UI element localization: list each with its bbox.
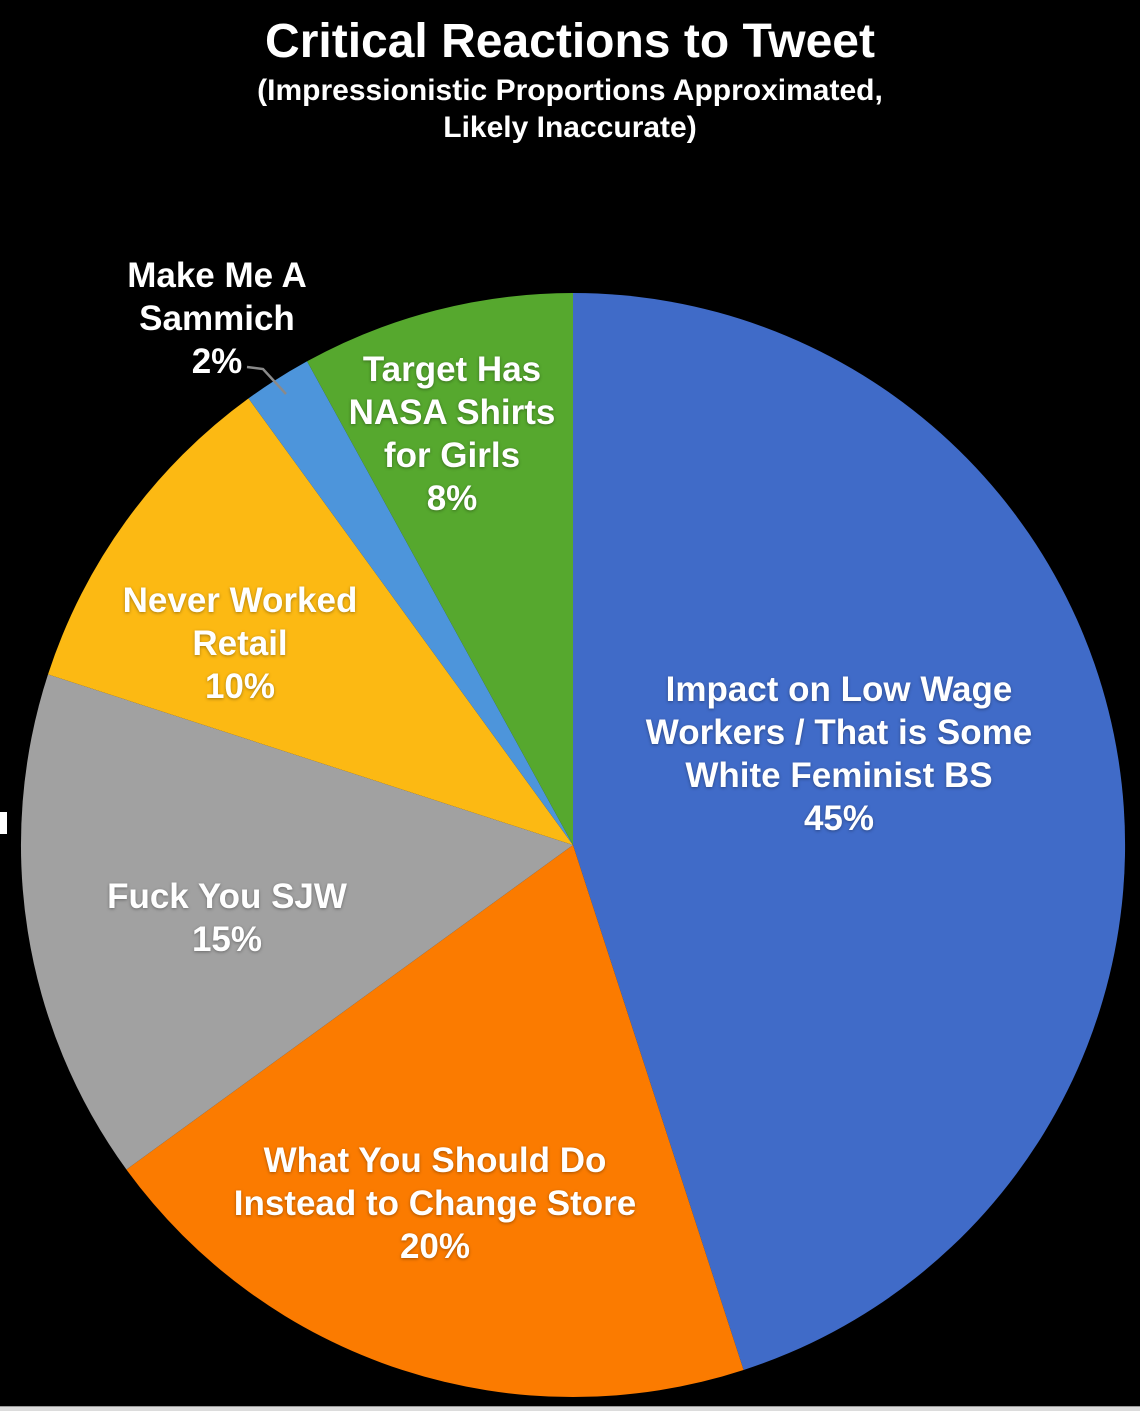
- slice-label-2: Fuck You SJW 15%: [107, 875, 347, 961]
- slice-label-line: Workers / That is Some: [645, 713, 1033, 752]
- slice-label-line: 10%: [204, 667, 276, 706]
- pie-slice-4: [248, 361, 573, 845]
- slice-label-0: Impact on Low Wage Workers / That is Some…: [646, 668, 1032, 840]
- slice-label-line: Sammich: [139, 299, 295, 338]
- slice-label-line: White Feminist BS: [685, 756, 993, 795]
- slice-label-5: Target Has NASA Shirts for Girls 8%: [349, 348, 556, 520]
- cropped-label-fragment: [0, 812, 7, 834]
- slice-label-line: for Girls: [383, 436, 521, 475]
- slice-label-line: What You Should Do: [263, 1141, 607, 1180]
- slice-label-line: 8%: [426, 479, 478, 518]
- pie-slice-0: [573, 293, 1126, 1370]
- pie-slice-5: [307, 293, 573, 845]
- slice-label-3: Never Worked Retail 10%: [123, 579, 358, 708]
- bottom-edge-strip: [0, 1406, 1140, 1411]
- slice-label-1: What You Should Do Instead to Change Stor…: [234, 1139, 637, 1268]
- slice-label-line: Target Has: [362, 350, 542, 389]
- leader-line-4: [246, 365, 287, 395]
- slice-label-line: NASA Shirts: [348, 393, 556, 432]
- chart-subtitle: (Impressionistic Proportions Approximate…: [0, 72, 1140, 146]
- slice-label-line: 2%: [191, 342, 243, 381]
- slice-label-line: 20%: [399, 1227, 471, 1266]
- slice-label-line: Never Worked: [122, 581, 358, 620]
- chart-subtitle-line1: (Impressionistic Proportions Approximate…: [257, 74, 883, 107]
- slice-label-line: Fuck You SJW: [107, 877, 347, 916]
- pie-slice-1: [126, 845, 744, 1398]
- slice-label-line: 15%: [191, 920, 263, 959]
- chart-title: Critical Reactions to Tweet: [265, 15, 875, 68]
- pie-slice-3: [48, 398, 573, 845]
- slice-label-line: Instead to Change Store: [233, 1184, 637, 1223]
- slice-label-line: 45%: [803, 799, 875, 838]
- slice-label-4: Make Me A Sammich 2%: [127, 254, 307, 383]
- pie-slice-2: [20, 674, 574, 1170]
- slice-label-line: Make Me A: [127, 256, 307, 295]
- slice-label-line: Impact on Low Wage: [665, 670, 1013, 709]
- chart-subtitle-line2: Likely Inaccurate): [443, 111, 697, 144]
- slice-label-line: Retail: [192, 624, 288, 663]
